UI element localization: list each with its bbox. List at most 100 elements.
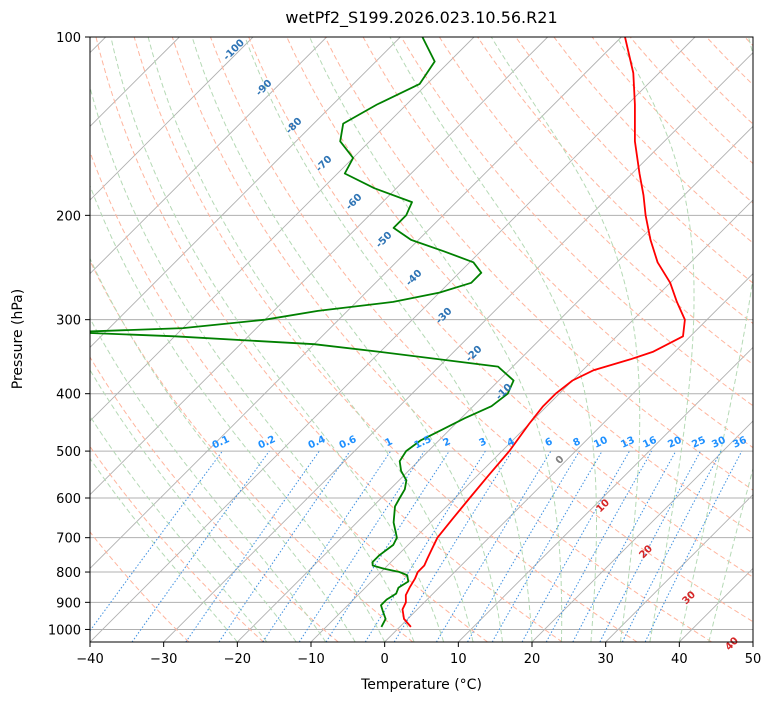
x-tick-label: 30 <box>597 652 614 667</box>
adiabat-label: -80 <box>284 116 305 137</box>
mixing-ratio-line <box>262 450 392 642</box>
mixing-ratio-label: 0.2 <box>257 434 278 451</box>
y-tick-label: 500 <box>56 445 81 460</box>
moist-adiabat <box>90 317 327 642</box>
mixing-ratio-label: 0.1 <box>211 434 232 451</box>
chart-title: wetPf2_S199.2026.023.10.56.R21 <box>285 8 558 27</box>
adiabat-label: -50 <box>374 230 395 251</box>
mixing-ratio-line <box>393 450 513 642</box>
isotherm-gridline <box>310 199 753 642</box>
adiabat-label: -30 <box>434 306 455 327</box>
adiabat-label: 0 <box>554 454 567 467</box>
dry-adiabat <box>90 259 414 642</box>
moist-adiabat <box>147 37 474 642</box>
y-tick-label: 800 <box>56 566 81 581</box>
y-axis-label: Pressure (hPa) <box>10 288 26 390</box>
x-tick-label: 20 <box>524 652 541 667</box>
moist-adiabat <box>90 85 415 642</box>
isotherm-gridline <box>531 420 753 642</box>
dry-adiabat <box>210 37 753 623</box>
mixing-ratio-label: 3 <box>477 436 488 449</box>
dewpoint-profile <box>90 37 515 628</box>
dry-adiabat <box>744 37 753 47</box>
moist-adiabat <box>110 37 445 642</box>
dry-adiabat <box>706 37 753 86</box>
temperature-profile <box>401 37 686 628</box>
adiabat-label: 30 <box>680 589 698 607</box>
dry-adiabat <box>171 37 712 642</box>
series-layer <box>90 37 686 628</box>
mixing-ratio-line <box>572 450 677 642</box>
dry-adiabat <box>248 37 753 578</box>
moist-adiabat <box>90 184 386 642</box>
dry-adiabat <box>438 37 753 365</box>
mixing-ratio-line <box>131 450 270 642</box>
dry-adiabat <box>400 37 753 407</box>
y-tick-label: 700 <box>56 532 81 547</box>
isotherm-gridline <box>752 641 753 642</box>
mixing-ratio-line <box>599 450 701 642</box>
mixing-ratio-label: 8 <box>571 436 582 449</box>
mixing-ratio-line <box>435 450 552 642</box>
mixing-ratio-label: 25 <box>690 435 707 451</box>
x-tick-label: 50 <box>745 652 762 667</box>
x-axis-label: Temperature (°C) <box>361 677 482 693</box>
isotherm-gridline <box>605 494 753 642</box>
moist-adiabat <box>191 37 503 642</box>
moist-adiabat <box>90 415 268 642</box>
dry-adiabat <box>90 150 488 642</box>
x-tick-label: −40 <box>76 652 103 667</box>
adiabat-label: -20 <box>464 344 485 365</box>
dry-adiabat <box>90 356 339 642</box>
isotherm-gridline <box>679 567 753 642</box>
y-tick-label: 300 <box>56 314 81 329</box>
isotherm-gridline <box>90 37 696 642</box>
mixing-ratio-label: 16 <box>641 435 658 451</box>
isotherm-gridline <box>90 37 622 569</box>
mixing-ratio-label: 30 <box>710 435 727 451</box>
adiabat-labels: -100-90-80-70-60-50-40-30-20-10010203040… <box>211 37 749 653</box>
grid-layer <box>90 37 753 642</box>
dry-adiabat <box>591 37 753 204</box>
adiabat-label: -100 <box>221 37 247 63</box>
mixing-ratio-line <box>185 450 320 642</box>
plot-frame <box>89 36 754 643</box>
y-tick-label: 400 <box>56 388 81 403</box>
isotherm-gridline <box>90 37 548 496</box>
x-tick-label: 0 <box>381 652 389 667</box>
y-tick-label: 200 <box>56 209 81 224</box>
mixing-ratio-label: 20 <box>666 435 683 451</box>
x-tick-label: 40 <box>671 652 688 667</box>
isotherm-gridline <box>90 37 475 422</box>
adiabat-label: 20 <box>637 543 655 561</box>
moist-adiabat <box>708 466 753 642</box>
y-tick-label: 1000 <box>48 623 81 638</box>
dry-adiabat <box>668 37 753 125</box>
dry-adiabat <box>362 37 753 449</box>
moist-adiabat <box>389 37 597 642</box>
moist-adiabat <box>244 37 533 642</box>
moist-adiabat <box>90 369 297 642</box>
mixing-ratio-line <box>218 450 351 642</box>
y-tick-label: 100 <box>56 31 81 46</box>
dry-adiabat <box>477 37 753 325</box>
dry-adiabat <box>133 37 638 642</box>
mixing-ratio-label: 13 <box>619 435 636 451</box>
moist-adiabat <box>490 37 641 642</box>
mixing-ratio-line <box>521 450 630 642</box>
isotherm-gridline <box>90 37 254 201</box>
adiabat-label: 10 <box>594 497 612 515</box>
moist-adiabat <box>90 457 238 642</box>
adiabat-label: -90 <box>254 78 275 99</box>
mixing-ratio-label: 0.6 <box>338 434 359 451</box>
adiabat-label: 40 <box>723 635 741 653</box>
isotherm-gridline <box>458 346 753 642</box>
mixing-ratio-line <box>545 450 653 642</box>
mixing-ratio-label: 6 <box>543 436 554 449</box>
moist-adiabat <box>678 37 753 642</box>
x-tick-label: −10 <box>297 652 324 667</box>
x-tick-label: −20 <box>224 652 251 667</box>
isotherm-gridline <box>237 125 753 642</box>
mixing-ratio-line <box>90 450 223 632</box>
